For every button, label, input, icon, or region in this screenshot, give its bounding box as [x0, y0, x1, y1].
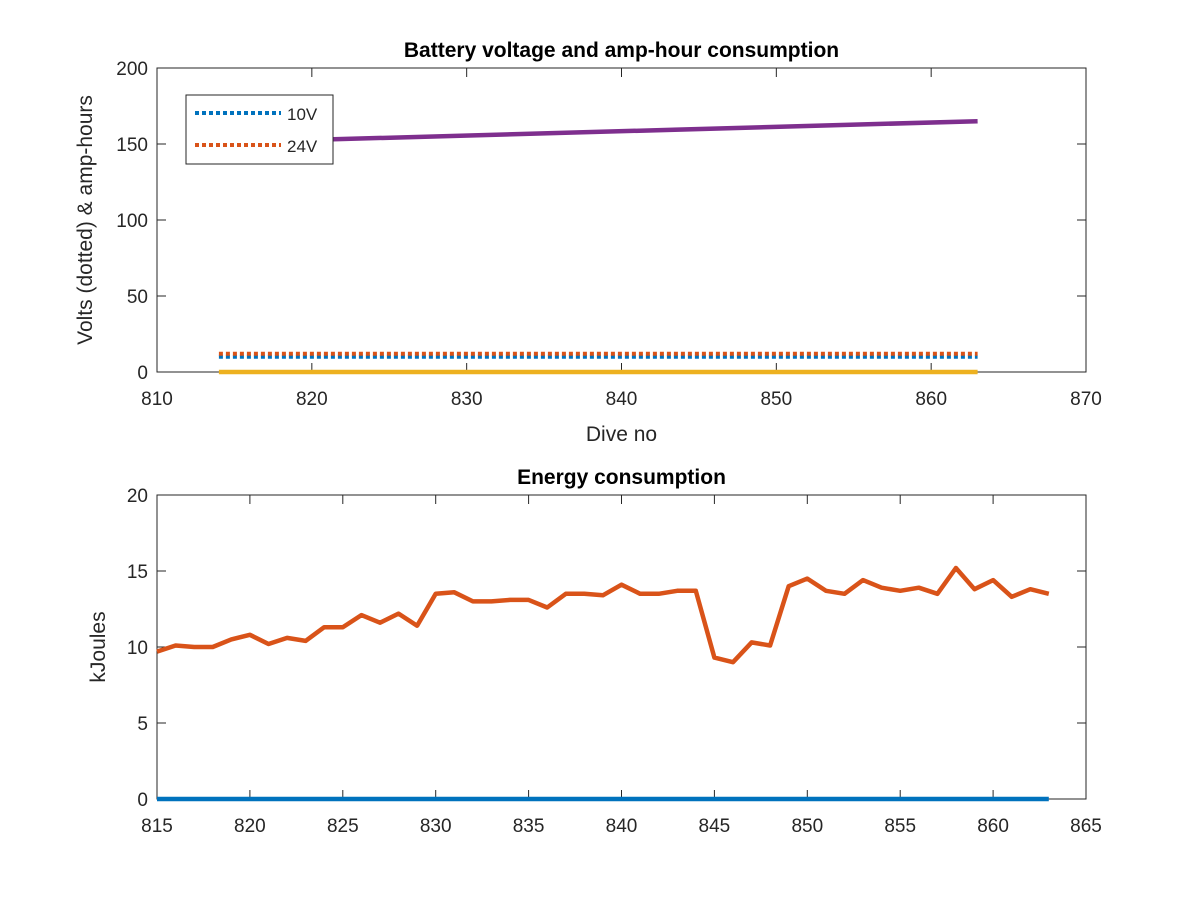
- legend-box: [185, 94, 334, 165]
- y-tick-label: 20: [127, 486, 148, 507]
- legend-label: 24V: [287, 137, 318, 156]
- y-tick-label: 200: [116, 59, 148, 80]
- y-tick-label: 0: [137, 363, 148, 384]
- series-line-1: [156, 565, 1050, 665]
- energy-subplot: Energy consumption kJoules 815 820 825 830 8…: [87, 466, 1102, 837]
- x-tick-label: 840: [606, 389, 638, 410]
- plot-area-frame: [156, 494, 1087, 800]
- x-tick-label: 810: [141, 389, 173, 410]
- series-line-2: [218, 118, 978, 145]
- x-tick-label: 850: [760, 389, 792, 410]
- x-tick-label: 830: [420, 816, 452, 837]
- x-tick-label: 820: [234, 816, 266, 837]
- y-tick-label: 50: [127, 287, 148, 308]
- x-tick-label: 870: [1070, 389, 1102, 410]
- x-tick-label: 860: [915, 389, 947, 410]
- x-tick-label: 815: [141, 816, 173, 837]
- voltage-ah-subplot: Battery voltage and amp-hour consumption…: [74, 39, 1102, 446]
- y-tick-label: 0: [137, 790, 148, 811]
- y-axis-label: Volts (dotted) & amp-hours: [74, 95, 97, 345]
- chart-title: Energy consumption: [517, 466, 726, 489]
- y-tick-label: 100: [116, 211, 148, 232]
- x-tick-label: 820: [296, 389, 328, 410]
- x-tick-label: 830: [451, 389, 483, 410]
- x-axis-label: Dive no: [586, 423, 657, 446]
- chart-title: Battery voltage and amp-hour consumption: [404, 39, 839, 62]
- y-tick-label: 5: [137, 714, 148, 735]
- legend-label: 10V: [287, 105, 318, 124]
- x-tick-label: 845: [699, 816, 731, 837]
- legend: 10V 24V: [185, 94, 334, 165]
- x-tick-label: 865: [1070, 816, 1102, 837]
- y-axis-label: kJoules: [87, 611, 110, 682]
- y-tick-label: 15: [127, 562, 148, 583]
- x-tick-label: 840: [606, 816, 638, 837]
- y-tick-label: 10: [127, 638, 148, 659]
- y-tick-label: 150: [116, 135, 148, 156]
- x-tick-label: 850: [791, 816, 823, 837]
- x-tick-label: 860: [977, 816, 1009, 837]
- x-tick-label: 825: [327, 816, 359, 837]
- x-tick-label: 835: [513, 816, 545, 837]
- x-tick-label: 855: [884, 816, 916, 837]
